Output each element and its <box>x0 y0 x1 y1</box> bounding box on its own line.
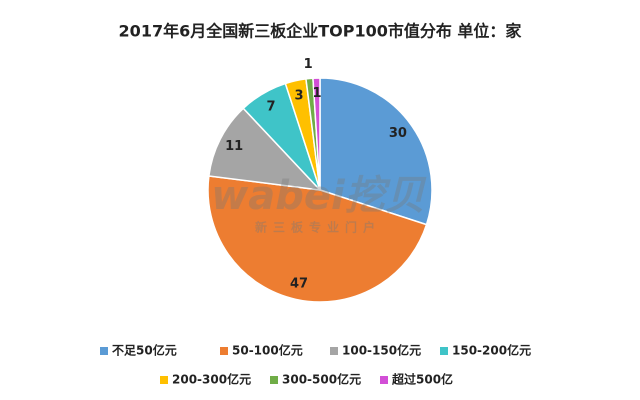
pie-slice <box>312 77 321 191</box>
legend-label: 100-150亿元 <box>342 343 421 358</box>
watermark-subtitle: 新三板专业门户 <box>255 220 381 235</box>
data-label: 1 <box>312 86 321 101</box>
data-label: 1 <box>304 57 313 72</box>
legend-swatch <box>270 376 278 384</box>
legend-swatch <box>160 376 168 384</box>
legend-label: 50-100亿元 <box>232 343 303 358</box>
pie <box>207 77 433 303</box>
legend-swatch <box>380 376 388 384</box>
data-label: 47 <box>290 277 308 292</box>
legend-swatch <box>100 347 108 355</box>
pie-slice <box>319 77 433 226</box>
legend-label: 不足50亿元 <box>112 343 177 358</box>
data-label: 7 <box>266 100 275 115</box>
legend-label: 150-200亿元 <box>452 343 531 358</box>
data-label: 3 <box>294 88 303 103</box>
legend-swatch <box>440 347 448 355</box>
chart-title: 2017年6月全国新三板企业TOP100市值分布 单位：家 <box>119 22 523 41</box>
data-label: 11 <box>225 139 243 154</box>
pie-slice <box>208 107 322 192</box>
legend-label: 超过500亿 <box>391 372 453 387</box>
legend-swatch <box>220 347 228 355</box>
legend-label: 200-300亿元 <box>172 372 251 387</box>
data-label: 30 <box>389 126 407 141</box>
pie-slice <box>207 175 428 303</box>
legend: 不足50亿元 50-100亿元 100-150亿元 150-200亿元 200-300亿… <box>100 343 531 387</box>
legend-label: 300-500亿元 <box>282 372 361 387</box>
legend-swatch <box>330 347 338 355</box>
watermark: wabei挖贝 <box>211 173 426 219</box>
